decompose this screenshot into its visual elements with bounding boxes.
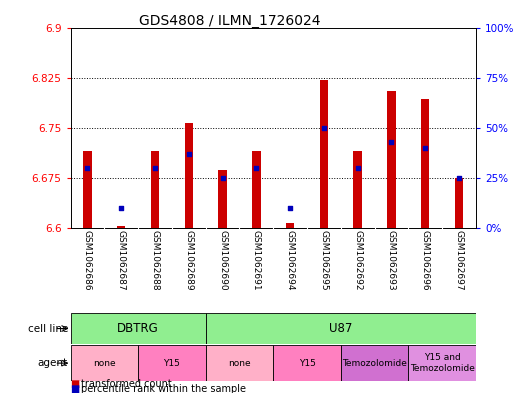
Text: GSM1062690: GSM1062690 [218,230,227,291]
Bar [83,151,92,228]
Bar [341,345,408,381]
Text: percentile rank within the sample: percentile rank within the sample [81,384,246,393]
Text: GSM1062691: GSM1062691 [252,230,261,291]
Bar [206,345,273,381]
Text: GDS4808 / ILMN_1726024: GDS4808 / ILMN_1726024 [139,14,321,28]
Bar [138,345,206,381]
Text: GSM1062697: GSM1062697 [454,230,463,291]
Text: none: none [228,359,251,367]
Bar [252,151,260,228]
Point [151,165,159,171]
Text: U87: U87 [329,322,353,335]
Bar [71,313,206,344]
Point [421,145,429,151]
Text: GSM1062693: GSM1062693 [387,230,396,291]
Bar [387,91,396,228]
Bar [408,345,476,381]
Bar [273,345,341,381]
Text: transformed count: transformed count [81,379,172,389]
Text: none: none [93,359,116,367]
Point [455,174,463,181]
Point [286,205,294,211]
Point [252,165,260,171]
Bar [151,151,160,228]
Text: agent: agent [38,358,68,368]
Bar [219,170,227,228]
Point [388,139,396,145]
Bar [421,99,429,228]
Bar [320,80,328,228]
Bar [354,151,362,228]
Point [320,125,328,131]
Point [185,151,193,157]
Bar [117,226,126,228]
Text: ■: ■ [71,379,80,389]
Text: ■: ■ [71,384,80,393]
Bar [206,313,476,344]
Point [354,165,362,171]
Text: GSM1062688: GSM1062688 [151,230,160,291]
Text: GSM1062687: GSM1062687 [117,230,126,291]
Bar [286,223,294,228]
Text: Y15: Y15 [164,359,180,367]
Text: GSM1062689: GSM1062689 [184,230,194,291]
Text: GSM1062695: GSM1062695 [320,230,328,291]
Text: GSM1062686: GSM1062686 [83,230,92,291]
Text: Y15: Y15 [299,359,315,367]
Text: DBTRG: DBTRG [117,322,159,335]
Text: cell line: cell line [28,323,68,334]
Text: GSM1062692: GSM1062692 [353,230,362,291]
Point [117,205,126,211]
Text: Temozolomide: Temozolomide [342,359,407,367]
Text: GSM1062696: GSM1062696 [421,230,430,291]
Text: Y15 and
Temozolomide: Y15 and Temozolomide [410,353,474,373]
Point [83,165,92,171]
Text: GSM1062694: GSM1062694 [286,230,294,291]
Bar [71,345,138,381]
Bar [455,178,463,228]
Point [219,174,227,181]
Bar [185,123,193,228]
